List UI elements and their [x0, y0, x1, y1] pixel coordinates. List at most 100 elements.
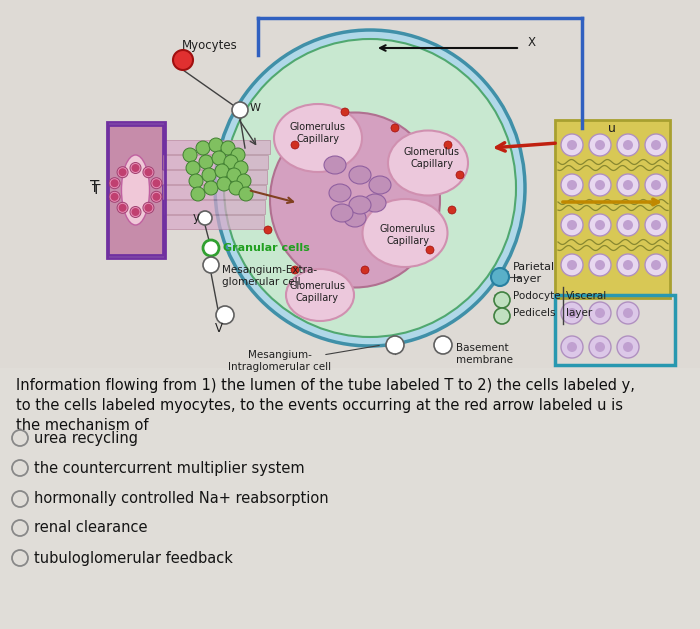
Circle shape [217, 177, 231, 191]
Text: Glomerulus
Capillary: Glomerulus Capillary [290, 122, 346, 144]
Circle shape [227, 168, 241, 182]
Ellipse shape [344, 209, 366, 227]
Circle shape [589, 214, 611, 236]
Text: urea recycling: urea recycling [34, 430, 138, 445]
Circle shape [617, 134, 639, 156]
Circle shape [567, 140, 577, 150]
Circle shape [651, 140, 661, 150]
Text: Mesangium-
Intraglomerular cell: Mesangium- Intraglomerular cell [228, 350, 332, 372]
Circle shape [617, 336, 639, 358]
Circle shape [623, 220, 633, 230]
Ellipse shape [363, 199, 447, 267]
Text: renal clearance: renal clearance [34, 521, 148, 535]
Circle shape [215, 164, 229, 178]
Ellipse shape [130, 162, 141, 174]
Circle shape [231, 148, 245, 162]
Bar [165, 215, 264, 229]
Circle shape [212, 151, 226, 165]
Circle shape [595, 140, 605, 150]
Circle shape [567, 220, 577, 230]
Circle shape [291, 141, 299, 149]
Ellipse shape [388, 130, 468, 196]
Circle shape [645, 214, 667, 236]
Circle shape [191, 187, 205, 201]
Text: T: T [90, 181, 99, 196]
Bar [163, 155, 268, 169]
Circle shape [589, 336, 611, 358]
Bar [108, 125, 163, 255]
Circle shape [595, 342, 605, 352]
Ellipse shape [369, 176, 391, 194]
Circle shape [448, 206, 456, 214]
Ellipse shape [349, 196, 371, 214]
Circle shape [198, 211, 212, 225]
Ellipse shape [270, 113, 440, 287]
Bar [0, 368, 700, 629]
Circle shape [224, 155, 238, 169]
Ellipse shape [224, 39, 516, 337]
Ellipse shape [324, 156, 346, 174]
Text: Pedicels: Pedicels [513, 308, 556, 318]
Circle shape [623, 308, 633, 318]
Circle shape [623, 140, 633, 150]
Circle shape [645, 134, 667, 156]
Circle shape [494, 292, 510, 308]
Circle shape [234, 161, 248, 175]
Ellipse shape [329, 184, 351, 202]
Circle shape [567, 260, 577, 270]
Ellipse shape [349, 166, 371, 184]
Text: Basement
membrane: Basement membrane [456, 343, 513, 365]
Text: Parietal
layer: Parietal layer [513, 262, 555, 284]
Text: Myocytes: Myocytes [182, 38, 238, 52]
Ellipse shape [286, 269, 354, 321]
Circle shape [144, 204, 153, 212]
Circle shape [291, 266, 299, 274]
Circle shape [183, 148, 197, 162]
Circle shape [341, 108, 349, 116]
Bar [165, 140, 270, 154]
Text: tubuloglomerular feedback: tubuloglomerular feedback [34, 550, 233, 565]
Ellipse shape [331, 204, 353, 222]
Text: Mesangium-Extra-
glomerular cell: Mesangium-Extra- glomerular cell [222, 265, 317, 287]
Circle shape [361, 266, 369, 274]
Circle shape [491, 268, 509, 286]
Circle shape [589, 254, 611, 276]
Circle shape [651, 260, 661, 270]
Circle shape [494, 308, 510, 324]
Ellipse shape [151, 191, 162, 203]
Circle shape [617, 302, 639, 324]
Circle shape [189, 174, 203, 188]
Circle shape [118, 168, 127, 176]
Bar [555, 120, 670, 298]
Circle shape [111, 179, 118, 187]
Ellipse shape [143, 167, 154, 178]
Text: Granular cells: Granular cells [223, 243, 309, 253]
Circle shape [391, 124, 399, 132]
Text: X: X [528, 36, 536, 50]
Text: V: V [215, 321, 223, 335]
Circle shape [589, 302, 611, 324]
Circle shape [561, 336, 583, 358]
Ellipse shape [122, 155, 150, 225]
Circle shape [567, 180, 577, 190]
Circle shape [209, 138, 223, 152]
Circle shape [426, 246, 434, 254]
Ellipse shape [109, 178, 120, 189]
Text: Podocyte: Podocyte [513, 291, 561, 301]
Circle shape [561, 174, 583, 196]
Circle shape [204, 181, 218, 195]
Ellipse shape [117, 203, 128, 213]
Circle shape [617, 174, 639, 196]
Circle shape [617, 254, 639, 276]
Circle shape [111, 193, 118, 201]
Circle shape [153, 179, 160, 187]
Bar [164, 200, 265, 214]
Circle shape [386, 336, 404, 354]
Ellipse shape [117, 167, 128, 178]
Bar [555, 295, 675, 365]
Text: y: y [193, 211, 200, 225]
Circle shape [456, 171, 464, 179]
Text: hormonally controlled Na+ reabsorption: hormonally controlled Na+ reabsorption [34, 491, 328, 506]
Text: layer: layer [566, 308, 592, 318]
Circle shape [203, 240, 219, 256]
